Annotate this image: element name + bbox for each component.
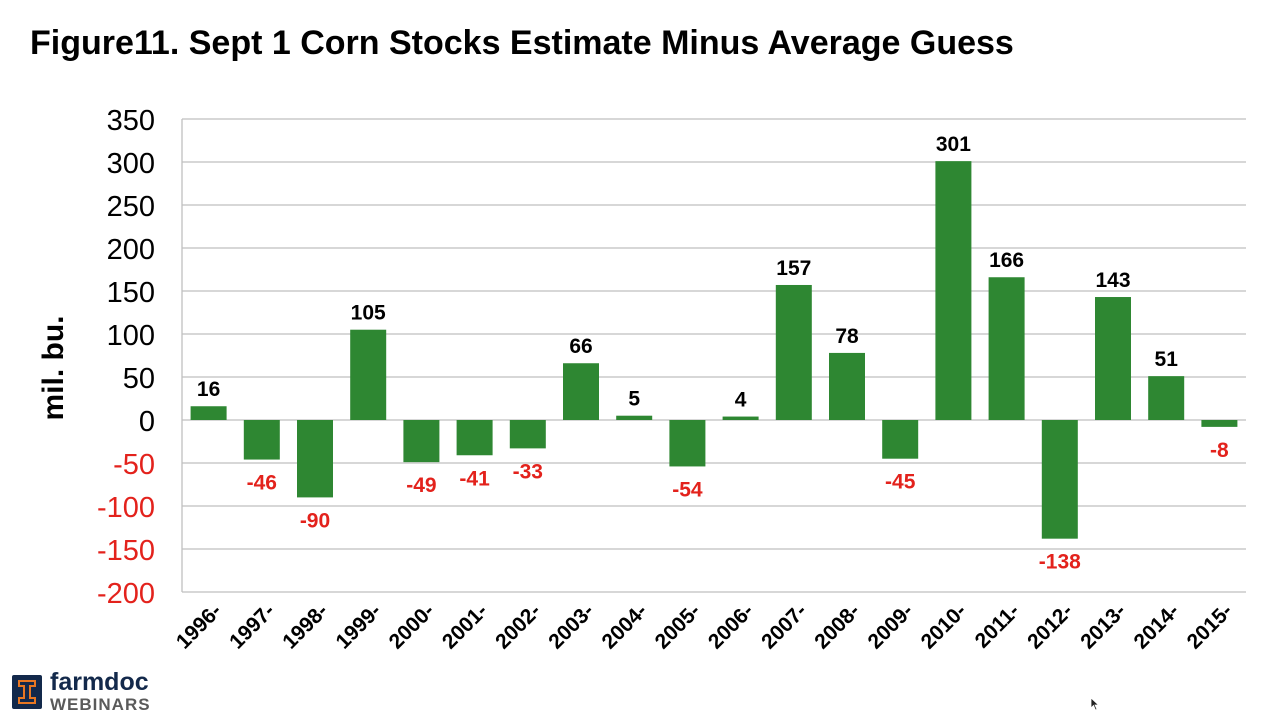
- bar: [1041, 420, 1078, 539]
- chart-title: Figure11. Sept 1 Corn Stocks Estimate Mi…: [30, 24, 1014, 62]
- data-label: 143: [1095, 269, 1130, 292]
- x-tick-label: 2006-: [704, 599, 758, 653]
- data-label: -54: [672, 478, 703, 501]
- bar: [297, 420, 333, 498]
- data-labels: 16 -46 -90 105 -49 -41 -33 66 5 -54 4 157 78 -45 301 16…: [197, 133, 1229, 574]
- y-tick-label: 0: [139, 406, 155, 438]
- farmdoc-logo: farmdoc WEBINARS: [12, 670, 151, 713]
- x-tick-label: 1998-: [278, 599, 332, 653]
- x-tick-label: 2004-: [597, 599, 651, 653]
- bar: [243, 420, 280, 460]
- x-tick-label: 2009-: [863, 599, 917, 653]
- y-tick-label: -50: [113, 449, 155, 481]
- data-label: 66: [569, 335, 592, 358]
- illinois-block-i-icon: [12, 674, 42, 709]
- bar: [350, 329, 387, 420]
- x-tick-label: 2008-: [810, 599, 864, 653]
- x-tick-label: 2000-: [385, 599, 439, 653]
- data-label: 4: [735, 389, 747, 412]
- data-label: -46: [247, 472, 277, 495]
- logo-main-text: farmdoc: [50, 668, 149, 696]
- data-label: -33: [513, 460, 543, 483]
- bar: [1201, 420, 1238, 427]
- x-tick-label: 1997-: [225, 599, 279, 653]
- data-label: 105: [351, 302, 386, 325]
- mouse-cursor-icon: [1090, 697, 1100, 711]
- y-tick-label: 100: [107, 320, 155, 352]
- bar: [1095, 297, 1131, 420]
- y-tick-label: 150: [107, 277, 155, 309]
- y-tick-label: 50: [123, 363, 155, 395]
- bar: [616, 415, 653, 420]
- bar: [403, 420, 440, 463]
- bars: [190, 161, 1238, 539]
- y-tick-label: -200: [97, 578, 155, 610]
- data-label: 51: [1155, 348, 1179, 371]
- bar: [190, 406, 227, 420]
- bar: [775, 284, 812, 420]
- bar: [669, 420, 706, 467]
- x-tick-label: 2013-: [1076, 599, 1130, 653]
- bar: [829, 352, 865, 420]
- x-tick-label: 1996-: [172, 599, 226, 653]
- data-label: 78: [835, 325, 859, 348]
- bar: [1148, 376, 1185, 420]
- data-label: -49: [406, 474, 436, 497]
- y-tick-label: 300: [107, 148, 155, 180]
- x-tick-label: 2007-: [757, 599, 811, 653]
- data-label: -138: [1039, 551, 1081, 574]
- x-axis-ticks: 1996-1997-1998-1999-2000-2001-2002-2003-…: [172, 599, 1237, 653]
- y-tick-label: 200: [107, 234, 155, 266]
- data-label: -90: [300, 509, 330, 532]
- data-label: 157: [776, 257, 811, 280]
- x-tick-label: 2014-: [1129, 599, 1183, 653]
- x-tick-label: 2010-: [917, 599, 971, 653]
- bar: [456, 420, 493, 456]
- x-tick-label: 2003-: [544, 599, 598, 653]
- data-label: 301: [936, 133, 971, 156]
- x-tick-label: 2011-: [971, 599, 1024, 652]
- y-axis-label: mil. bu.: [37, 316, 70, 421]
- x-tick-label: 1999-: [331, 599, 385, 653]
- x-tick-label: 2001-: [438, 599, 492, 653]
- gridlines: [181, 118, 1246, 593]
- y-tick-label: -100: [97, 492, 155, 524]
- data-label: 5: [628, 388, 640, 411]
- bar: [935, 161, 972, 420]
- bar: [563, 363, 599, 420]
- y-axis-ticks: 350 300 250 200 150 100 50 0 -50 -100 -150 -200: [97, 105, 155, 610]
- x-tick-label: 2002-: [491, 599, 545, 653]
- x-tick-label: 2005-: [651, 599, 705, 653]
- data-label: 16: [197, 378, 220, 401]
- y-tick-label: 250: [107, 191, 155, 223]
- data-label: 166: [989, 249, 1024, 272]
- bar: [509, 420, 546, 449]
- bar: [988, 277, 1025, 420]
- bar: [722, 416, 759, 420]
- x-tick-label: 2015-: [1183, 599, 1237, 653]
- bar: [882, 420, 919, 459]
- y-tick-label: -150: [97, 535, 155, 567]
- logo-sub-text: WEBINARS: [50, 695, 151, 714]
- y-tick-label: 350: [107, 105, 155, 137]
- data-label: -45: [885, 471, 916, 494]
- x-tick-label: 2012-: [1023, 599, 1077, 653]
- data-label: -8: [1210, 439, 1229, 462]
- data-label: -41: [459, 467, 490, 490]
